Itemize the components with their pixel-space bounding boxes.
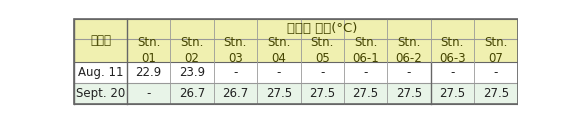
Text: Stn.
07: Stn. 07 [484, 36, 508, 65]
Text: -: - [493, 66, 498, 79]
Text: 27.5: 27.5 [439, 87, 466, 100]
Text: -: - [407, 66, 411, 79]
Bar [170, 62, 214, 83]
Text: -: - [233, 66, 237, 79]
Bar [170, 83, 214, 104]
Text: Stn.
06-2: Stn. 06-2 [396, 36, 423, 65]
Bar [214, 62, 257, 83]
Bar [214, 83, 257, 104]
Text: Stn.
01: Stn. 01 [137, 36, 160, 65]
Bar [74, 83, 127, 104]
Text: Aug. 11: Aug. 11 [78, 66, 123, 79]
Text: Sept. 20: Sept. 20 [76, 87, 125, 100]
Bar [431, 83, 474, 104]
Text: -: - [147, 87, 151, 100]
Bar [301, 83, 344, 104]
Text: Stn.
02: Stn. 02 [181, 36, 204, 65]
Bar [344, 62, 388, 83]
Text: -: - [450, 66, 455, 79]
Text: 27.5: 27.5 [483, 87, 509, 100]
Bar [388, 39, 431, 62]
Text: 관측일: 관측일 [90, 34, 111, 47]
Text: 27.5: 27.5 [266, 87, 292, 100]
Text: 23.9: 23.9 [179, 66, 205, 79]
Bar [74, 19, 127, 62]
Bar [344, 39, 388, 62]
Text: 26.7: 26.7 [223, 87, 248, 100]
Bar [214, 39, 257, 62]
Text: 정점별 수온(°C): 정점별 수온(°C) [287, 22, 358, 35]
Text: -: - [320, 66, 324, 79]
Bar [474, 62, 518, 83]
Bar [474, 39, 518, 62]
Bar [344, 83, 388, 104]
Bar [257, 62, 301, 83]
Bar [474, 83, 518, 104]
Bar [74, 62, 127, 83]
Bar [431, 62, 474, 83]
Bar [301, 39, 344, 62]
Text: 27.5: 27.5 [352, 87, 379, 100]
Bar [127, 19, 518, 39]
Text: Stn.
03: Stn. 03 [224, 36, 247, 65]
Bar [257, 39, 301, 62]
Text: -: - [363, 66, 368, 79]
Bar [170, 39, 214, 62]
Bar [127, 39, 170, 62]
Text: 26.7: 26.7 [179, 87, 205, 100]
Text: Stn.
06-1: Stn. 06-1 [352, 36, 379, 65]
Text: -: - [277, 66, 281, 79]
Bar [127, 62, 170, 83]
Bar [388, 62, 431, 83]
Bar [257, 83, 301, 104]
Bar [388, 83, 431, 104]
Text: Stn.
05: Stn. 05 [310, 36, 334, 65]
Text: Stn.
04: Stn. 04 [267, 36, 290, 65]
Bar [301, 62, 344, 83]
Text: Stn.
06-3: Stn. 06-3 [439, 36, 466, 65]
Bar [431, 39, 474, 62]
Bar [127, 83, 170, 104]
Text: 27.5: 27.5 [396, 87, 422, 100]
Text: 22.9: 22.9 [136, 66, 162, 79]
Text: 27.5: 27.5 [309, 87, 335, 100]
